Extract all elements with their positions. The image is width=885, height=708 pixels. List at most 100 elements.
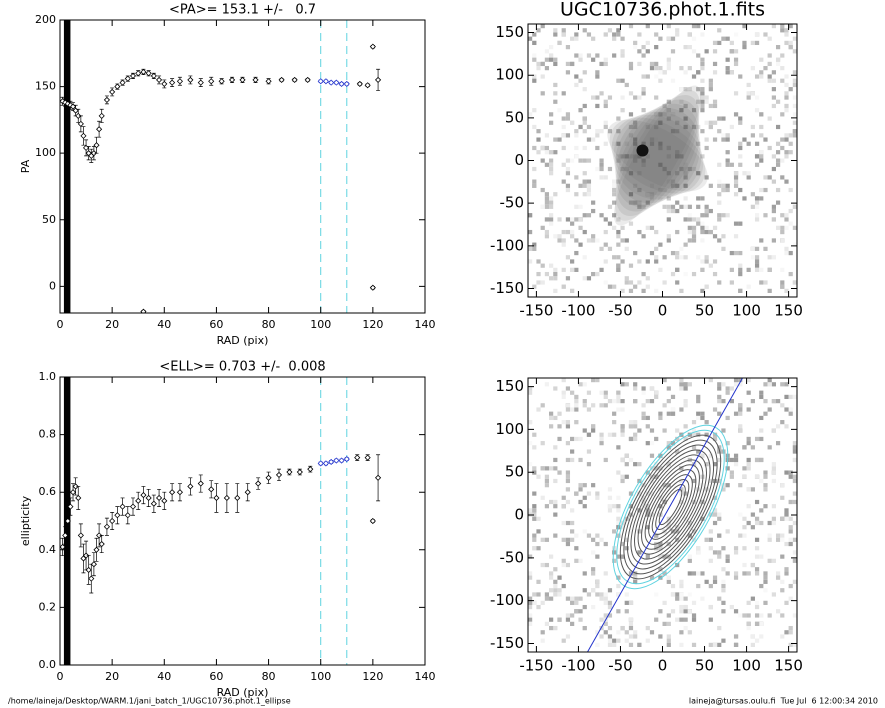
pixel (557, 234, 562, 239)
pixel (553, 99, 558, 104)
pixel (549, 112, 554, 117)
pixel (754, 638, 760, 643)
pixel (574, 407, 579, 412)
pixel (637, 280, 642, 285)
pixel (675, 28, 680, 33)
pixel (578, 483, 583, 488)
pixel (633, 120, 638, 125)
pixel (771, 520, 776, 526)
pixel (645, 225, 650, 230)
pixel (662, 112, 667, 117)
pixel (784, 407, 789, 412)
pixel (687, 166, 692, 172)
pixel (763, 588, 768, 593)
y-tick-label: 100 (495, 66, 524, 84)
pixel (784, 567, 789, 572)
pixel (628, 491, 634, 496)
pixel (645, 424, 650, 429)
pixel (654, 288, 659, 293)
pixel (654, 436, 659, 442)
pixel (591, 378, 596, 383)
pixel (792, 445, 797, 450)
pixel (784, 91, 789, 96)
pixel (582, 504, 587, 509)
x-tick-label: -50 (608, 302, 633, 320)
point (64, 100, 71, 107)
pixel (704, 145, 709, 151)
pixel (570, 390, 575, 395)
pixel (620, 457, 625, 463)
x-tick-label: 40 (157, 670, 171, 683)
pixel (553, 466, 558, 471)
pixel (591, 567, 596, 572)
pixel (712, 234, 718, 239)
pixel (696, 571, 701, 576)
pixel (570, 36, 575, 41)
pixel (565, 70, 571, 75)
pixel (633, 183, 638, 188)
pixel (658, 411, 663, 416)
pixel (746, 487, 751, 492)
pixel (633, 124, 638, 130)
pixel (603, 596, 608, 601)
pixel (738, 533, 743, 538)
pixel (666, 411, 671, 416)
pixel (591, 137, 596, 142)
pixel (683, 625, 688, 631)
pixel (670, 183, 676, 188)
pixel (666, 621, 671, 626)
pixel (658, 466, 663, 471)
pixel (746, 95, 751, 100)
pixel (620, 382, 625, 387)
pixel (738, 263, 743, 268)
pixel (628, 221, 634, 226)
pixel (767, 288, 772, 293)
pixel (654, 74, 659, 79)
pixel (717, 162, 722, 167)
pixel (687, 630, 692, 635)
pixel (586, 53, 592, 58)
pixel (582, 229, 587, 235)
pixel (750, 40, 755, 46)
pixel (616, 229, 621, 235)
pixel (696, 583, 701, 589)
pixel (700, 288, 705, 293)
pixel (578, 183, 583, 188)
pixel (536, 129, 541, 134)
pixel (649, 441, 655, 446)
pixel (645, 276, 650, 281)
pixel (746, 625, 751, 631)
point (275, 471, 283, 478)
pixel (683, 217, 688, 222)
pixel (528, 508, 533, 513)
pixel (557, 592, 562, 597)
pixel (721, 187, 726, 193)
pixel (784, 382, 789, 387)
pixel (582, 70, 587, 75)
pixel (570, 600, 575, 605)
chart-title: <PA>= 153.1 +/- 0.7 (169, 3, 316, 18)
pixel (675, 183, 680, 188)
pixel (675, 200, 680, 205)
pixel (754, 246, 760, 251)
pixel (675, 32, 680, 37)
pixel (775, 575, 781, 580)
pixel (754, 621, 760, 626)
pixel (544, 196, 550, 201)
pixel (553, 457, 558, 463)
point (234, 494, 241, 502)
pixel (528, 571, 533, 576)
pixel (738, 120, 743, 125)
pixel (591, 200, 596, 205)
pixel (771, 504, 776, 509)
pixel (637, 49, 642, 54)
pixel (733, 382, 739, 387)
pixel (729, 267, 734, 272)
pixel (616, 583, 621, 589)
pixel (637, 95, 642, 100)
pixel (620, 478, 625, 484)
isophote (655, 484, 686, 530)
pixel (759, 621, 764, 626)
point (187, 76, 194, 83)
pixel (712, 407, 718, 412)
